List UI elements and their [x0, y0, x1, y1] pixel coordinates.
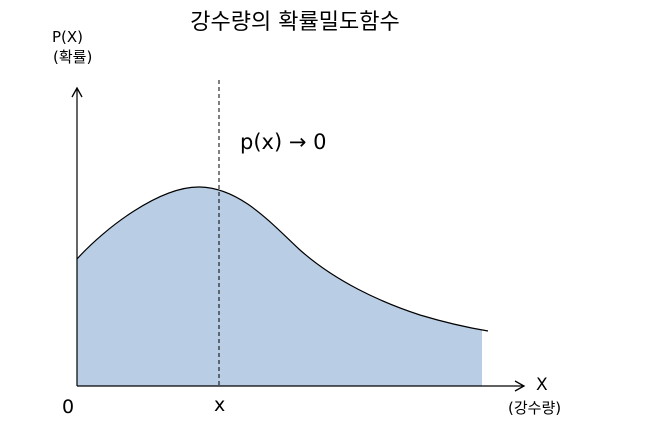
x-marker-label: x [214, 394, 226, 416]
x-axis-label: X [536, 375, 548, 395]
x-axis-sublabel: (강수량) [508, 399, 562, 417]
y-axis-sublabel: (확률) [53, 48, 93, 66]
y-axis-label: P(X) [52, 28, 84, 46]
origin-label: 0 [62, 396, 75, 418]
pdf-curve [76, 186, 489, 332]
diagram-title: 강수량의 확률밀도함수 [190, 10, 400, 35]
limit-annotation: p(x) → 0 [240, 130, 327, 154]
pdf-area-fill [77, 186, 482, 386]
